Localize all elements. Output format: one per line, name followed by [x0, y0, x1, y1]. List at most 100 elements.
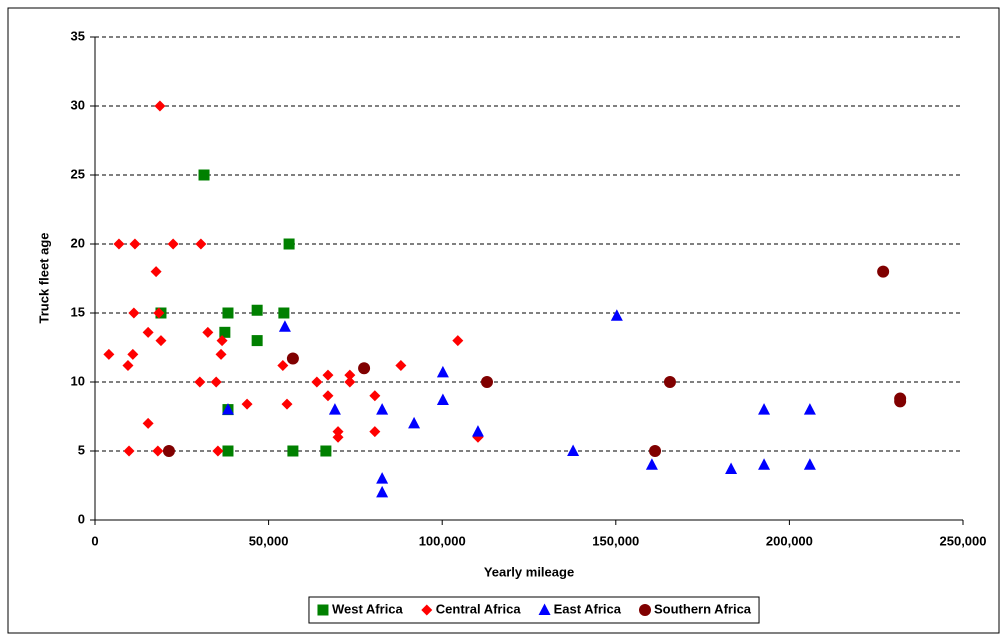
point: [322, 390, 334, 402]
point: [320, 445, 332, 457]
point: [645, 458, 658, 470]
point: [322, 369, 334, 381]
y-axis-label: Truck fleet age: [36, 232, 51, 323]
point: [221, 403, 234, 415]
point: [277, 359, 289, 371]
legend-marker: [538, 603, 551, 615]
x-tick-label: 150,000: [592, 533, 639, 548]
x-tick-label: 50,000: [249, 533, 289, 548]
point: [194, 376, 206, 388]
point: [332, 431, 344, 443]
point: [212, 445, 224, 457]
point: [222, 445, 234, 457]
point: [113, 238, 125, 250]
point: [758, 403, 771, 415]
y-tick-label: 25: [71, 166, 85, 181]
point: [376, 403, 389, 415]
point: [142, 417, 154, 429]
legend-label: Central Africa: [436, 601, 522, 616]
point: [210, 376, 222, 388]
legend-marker: [639, 604, 651, 616]
point: [195, 238, 207, 250]
point: [216, 335, 228, 347]
y-tick-label: 10: [71, 373, 85, 388]
legend-marker: [421, 604, 433, 616]
point: [283, 238, 295, 250]
y-tick-label: 30: [71, 97, 85, 112]
point: [241, 398, 253, 410]
point: [471, 425, 484, 437]
legend-label: East Africa: [554, 601, 622, 616]
x-tick-label: 0: [91, 533, 98, 548]
point: [127, 348, 139, 360]
point: [358, 362, 371, 375]
x-tick-label: 250,000: [940, 533, 987, 548]
point: [567, 444, 580, 456]
point: [123, 445, 135, 457]
point: [251, 335, 263, 347]
x-tick-label: 100,000: [419, 533, 466, 548]
point: [610, 309, 623, 321]
point: [152, 445, 164, 457]
point: [725, 462, 738, 474]
point: [894, 395, 907, 408]
point: [219, 326, 231, 338]
point: [376, 485, 389, 498]
y-tick-label: 0: [78, 511, 85, 526]
point: [278, 307, 290, 319]
point: [222, 307, 234, 319]
point: [328, 403, 341, 415]
point: [155, 335, 167, 347]
point: [198, 169, 210, 181]
point: [150, 266, 162, 278]
point: [311, 376, 323, 388]
point: [278, 320, 291, 332]
point: [877, 265, 890, 278]
point: [436, 393, 449, 405]
point: [142, 326, 154, 338]
point: [154, 100, 166, 112]
y-tick-label: 15: [71, 304, 85, 319]
point: [129, 238, 141, 250]
point: [162, 445, 175, 457]
point: [287, 445, 299, 457]
point: [167, 238, 179, 250]
point: [376, 472, 389, 484]
legend-marker: [317, 604, 329, 616]
legend: West Africa Central Africa East Africa Sout…: [308, 596, 760, 624]
legend-label: Southern Africa: [654, 601, 752, 616]
point: [128, 307, 140, 319]
point: [369, 390, 381, 402]
legend-box: [308, 596, 760, 624]
point: [480, 376, 493, 388]
point: [103, 348, 115, 360]
point: [344, 369, 356, 381]
point: [803, 458, 816, 470]
point: [202, 326, 214, 338]
x-axis-label: Yearly mileage: [484, 564, 574, 579]
point: [332, 426, 344, 438]
point: [215, 348, 227, 360]
point: [649, 445, 662, 457]
point: [153, 307, 165, 319]
point: [758, 458, 771, 470]
chart-border: [7, 7, 1000, 634]
point: [803, 403, 816, 415]
point: [286, 352, 299, 365]
point: [452, 335, 464, 347]
y-tick-label: 5: [78, 442, 85, 457]
point: [436, 365, 449, 378]
y-tick-label: 20: [71, 235, 85, 250]
point: [663, 376, 676, 388]
point: [344, 376, 356, 388]
point: [251, 304, 263, 316]
point: [369, 426, 381, 438]
legend-label: West Africa: [332, 601, 404, 616]
point: [281, 398, 293, 410]
y-tick-label: 35: [71, 28, 85, 43]
point: [408, 416, 421, 429]
x-tick-label: 200,000: [766, 533, 813, 548]
point: [122, 359, 134, 371]
point: [395, 359, 407, 371]
